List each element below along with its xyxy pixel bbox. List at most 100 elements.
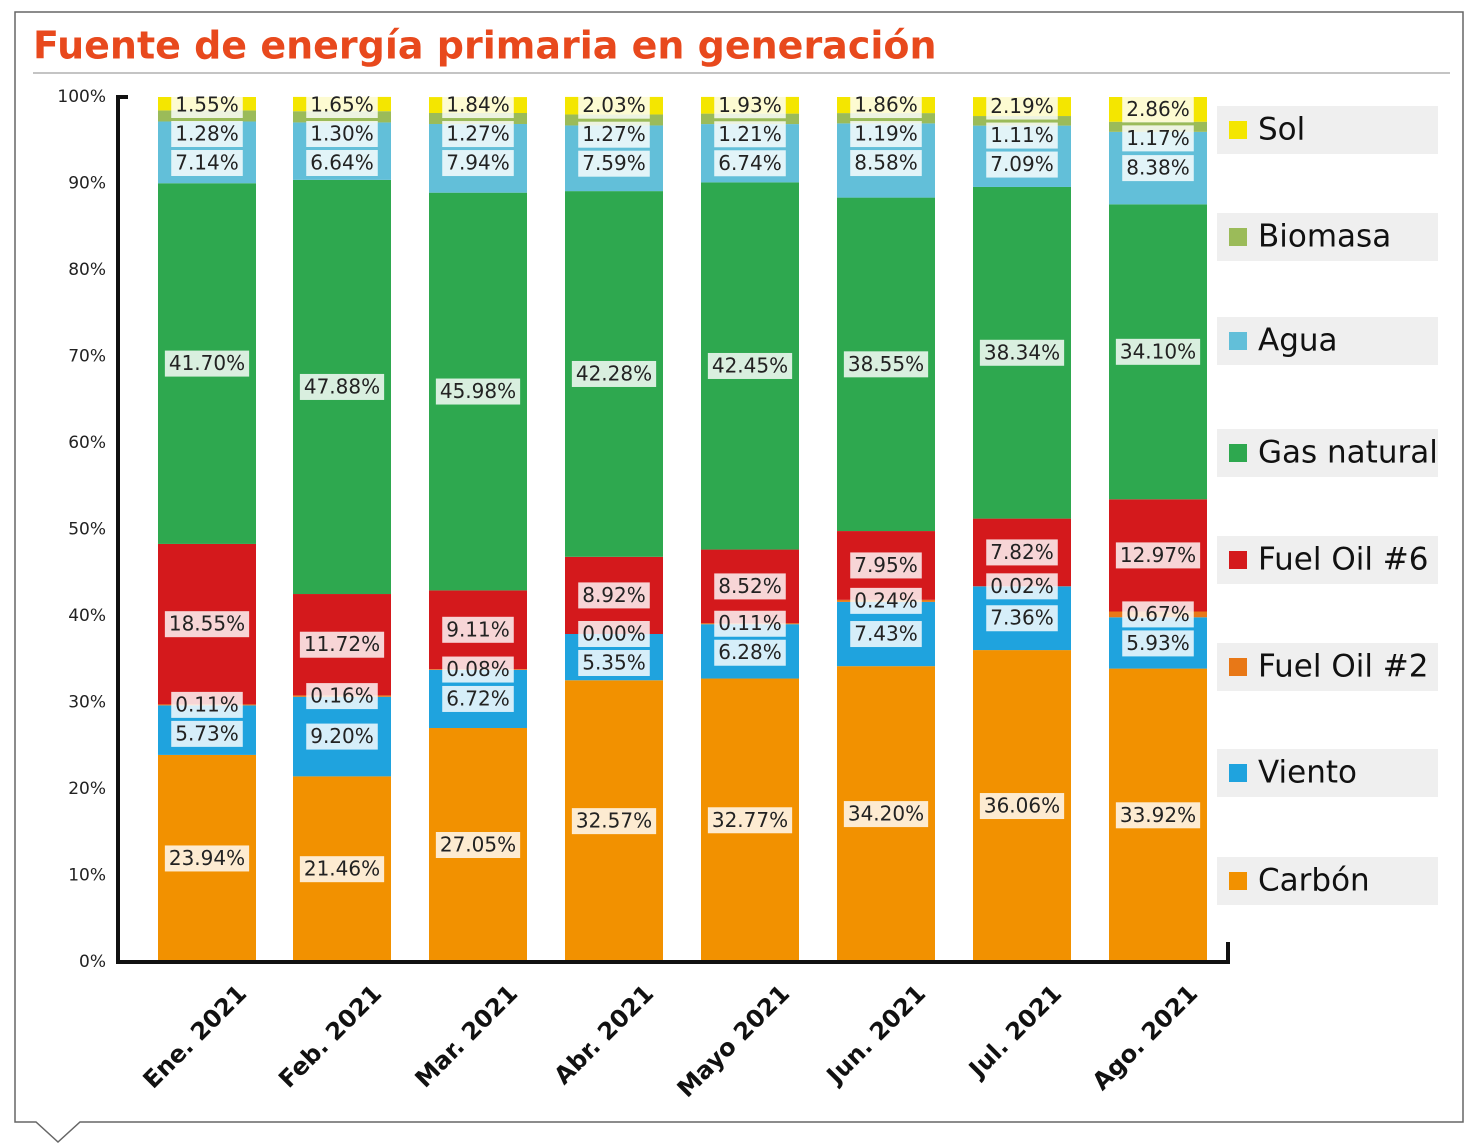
- data-label-box: [306, 683, 378, 710]
- data-label: 0.08%: [442, 656, 514, 683]
- data-label: 1.28%: [171, 121, 243, 147]
- data-label-box: [707, 807, 793, 834]
- legend-label: Gas natural: [1258, 435, 1438, 471]
- data-label-text: 36.06%: [984, 794, 1060, 818]
- data-label-box: [171, 691, 243, 718]
- data-label: 41.70%: [164, 350, 250, 377]
- data-label: 1.30%: [306, 121, 378, 147]
- data-label: 7.82%: [986, 539, 1058, 566]
- legend-swatch: [1229, 332, 1247, 350]
- data-label-text: 7.59%: [582, 151, 646, 175]
- data-label-text: 1.27%: [446, 122, 510, 146]
- data-label-box: [442, 656, 514, 683]
- data-label-box: [714, 92, 786, 119]
- data-label: 7.59%: [578, 150, 650, 177]
- data-label-box: [442, 92, 514, 119]
- data-label: 0.00%: [578, 620, 650, 647]
- data-label: 32.57%: [571, 808, 657, 835]
- legend-swatch: [1229, 551, 1247, 569]
- data-label-text: 12.97%: [1120, 543, 1196, 567]
- y-tick-label: 80%: [68, 260, 106, 280]
- data-label-text: 6.72%: [446, 686, 510, 710]
- legend-bg: [1217, 643, 1438, 691]
- data-label-text: 32.57%: [576, 809, 652, 833]
- data-label-text: 0.00%: [582, 621, 646, 645]
- data-label-box: [714, 639, 786, 666]
- legend-bg: [1217, 857, 1438, 905]
- data-label: 36.06%: [979, 793, 1065, 820]
- data-label-box: [986, 151, 1058, 178]
- data-label-text: 38.34%: [984, 340, 1060, 364]
- data-label-text: 0.11%: [175, 692, 239, 716]
- data-label-box: [850, 552, 922, 579]
- data-label-box: [1122, 96, 1194, 123]
- data-label-text: 1.28%: [175, 122, 239, 146]
- data-label-box: [306, 723, 378, 750]
- data-label-box: [578, 150, 650, 177]
- data-label-box: [164, 845, 250, 872]
- data-label-box: [850, 621, 922, 648]
- data-label-text: 42.45%: [712, 353, 788, 377]
- data-label-text: 8.58%: [854, 151, 918, 175]
- data-label-box: [442, 121, 514, 148]
- data-label-text: 33.92%: [1120, 803, 1196, 827]
- data-label-text: 7.94%: [446, 151, 510, 175]
- bar-segment: [837, 113, 935, 124]
- data-label: 0.11%: [714, 610, 786, 637]
- data-label-box: [1122, 601, 1194, 628]
- legend-bg: [1217, 536, 1438, 584]
- data-label-box: [299, 631, 385, 658]
- data-label: 45.98%: [435, 378, 521, 405]
- legend-swatch: [1229, 121, 1247, 139]
- data-label-box: [171, 121, 243, 147]
- data-label: 23.94%: [164, 845, 250, 872]
- data-label: 1.19%: [850, 121, 922, 148]
- data-label: 8.38%: [1122, 155, 1194, 182]
- legend-bg: [1217, 213, 1438, 261]
- legend-bg: [1217, 106, 1438, 154]
- data-label: 6.74%: [714, 150, 786, 177]
- data-label-box: [306, 150, 378, 176]
- data-label-box: [164, 350, 250, 377]
- data-label-box: [299, 856, 385, 883]
- data-label: 1.55%: [171, 92, 243, 118]
- data-label: 2.19%: [986, 93, 1058, 120]
- data-label: 6.72%: [442, 685, 514, 712]
- data-label-text: 41.70%: [169, 351, 245, 375]
- data-label: 6.28%: [714, 639, 786, 666]
- data-label-text: 8.52%: [718, 574, 782, 598]
- data-label: 1.86%: [850, 92, 922, 119]
- data-label-box: [986, 539, 1058, 566]
- data-label-text: 18.55%: [169, 612, 245, 636]
- data-label-text: 7.09%: [990, 152, 1054, 176]
- data-label-box: [979, 793, 1065, 820]
- data-label-box: [850, 587, 922, 614]
- data-label: 8.92%: [578, 582, 650, 609]
- data-label-box: [707, 352, 793, 379]
- data-label: 2.86%: [1122, 96, 1194, 123]
- y-tick-label: 10%: [68, 866, 106, 886]
- data-label: 7.95%: [850, 552, 922, 579]
- data-label: 5.73%: [171, 720, 243, 747]
- data-label-box: [442, 685, 514, 712]
- data-label: 0.16%: [306, 683, 378, 710]
- legend-label: Agua: [1258, 323, 1338, 359]
- data-label-box: [1122, 630, 1194, 657]
- data-label-text: 2.86%: [1126, 97, 1190, 121]
- data-label-text: 1.93%: [718, 93, 782, 117]
- y-tick-label: 30%: [68, 693, 106, 713]
- data-label: 34.20%: [843, 801, 929, 828]
- data-label: 34.10%: [1115, 338, 1201, 365]
- data-label-box: [578, 582, 650, 609]
- bar-segment: [565, 114, 663, 126]
- data-label-box: [1122, 125, 1194, 152]
- data-label: 7.09%: [986, 151, 1058, 178]
- data-label-text: 1.11%: [990, 123, 1054, 147]
- data-label-box: [986, 573, 1058, 600]
- data-label: 12.97%: [1115, 542, 1201, 569]
- data-label-text: 42.28%: [576, 361, 652, 385]
- data-label-box: [1115, 802, 1201, 829]
- data-label: 32.77%: [707, 807, 793, 834]
- data-label: 6.64%: [306, 150, 378, 176]
